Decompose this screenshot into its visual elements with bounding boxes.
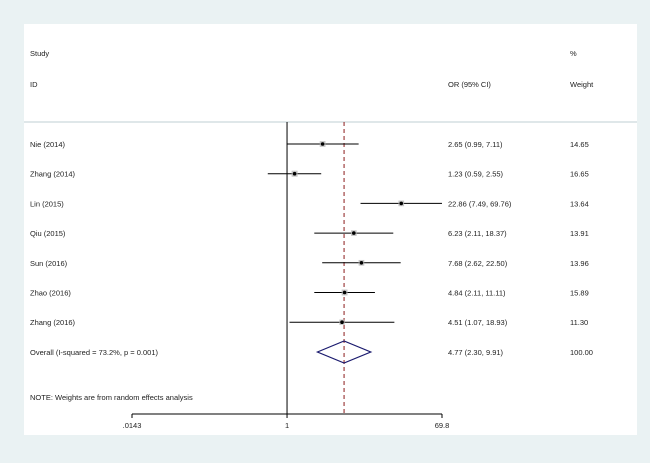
x-axis-tick-label: 69.8 <box>435 421 450 430</box>
header-or-ci: OR (95% CI) <box>448 80 491 89</box>
point-estimate <box>292 171 297 176</box>
study-weight: 11.30 <box>570 318 588 327</box>
x-axis-tick-label: .0143 <box>123 421 142 430</box>
header-id: ID <box>30 80 38 89</box>
point-estimate <box>340 320 344 325</box>
point-estimate <box>399 201 404 206</box>
study-label: Qiu (2015) <box>30 229 66 238</box>
overall-weight: 100.00 <box>570 348 593 357</box>
study-or-ci: 4.51 (1.07, 18.93) <box>448 318 508 327</box>
plot-panel <box>24 24 637 435</box>
overall-diamond <box>315 340 373 364</box>
study-weight: 14.65 <box>570 140 589 149</box>
x-axis-tick-label: 1 <box>285 421 289 430</box>
header-weight-percent: % <box>570 49 577 58</box>
study-weight: 15.89 <box>570 289 589 298</box>
study-or-ci: 7.68 (2.62, 22.50) <box>448 259 508 268</box>
note-text: NOTE: Weights are from random effects an… <box>30 393 193 402</box>
study-or-ci: 6.23 (2.11, 18.37) <box>448 229 507 238</box>
study-or-ci: 4.84 (2.11, 11.11) <box>448 289 506 298</box>
study-label: Zhang (2014) <box>30 170 76 179</box>
point-estimate <box>359 261 364 265</box>
plot-marks: .0143 1 69.8 <box>123 122 450 430</box>
point-estimate <box>320 142 325 146</box>
header-study: Study <box>30 49 49 58</box>
study-label: Sun (2016) <box>30 259 68 268</box>
study-label: Zhang (2016) <box>30 318 76 327</box>
study-rows: Nie (2014) 2.65 (0.99, 7.11) 14.65 Zhang (2… <box>30 140 589 327</box>
study-weight: 16.65 <box>570 170 589 179</box>
study-or-ci: 22.86 (7.49, 69.76) <box>448 199 512 208</box>
study-label: Zhao (2016) <box>30 289 71 298</box>
point-estimate <box>352 231 356 235</box>
header-weight: Weight <box>570 80 594 89</box>
study-weight: 13.96 <box>570 259 589 268</box>
study-weight: 13.91 <box>570 229 589 238</box>
study-or-ci: 1.23 (0.59, 2.55) <box>448 170 504 179</box>
study-label: Lin (2015) <box>30 199 64 208</box>
study-label: Nie (2014) <box>30 140 66 149</box>
overall-label: Overall (I-squared = 73.2%, p = 0.001) <box>30 348 158 357</box>
study-or-ci: 2.65 (0.99, 7.11) <box>448 140 503 149</box>
study-weight: 13.64 <box>570 199 589 208</box>
overall-or-ci: 4.77 (2.30, 9.91) <box>448 348 504 357</box>
point-estimate <box>342 290 347 295</box>
